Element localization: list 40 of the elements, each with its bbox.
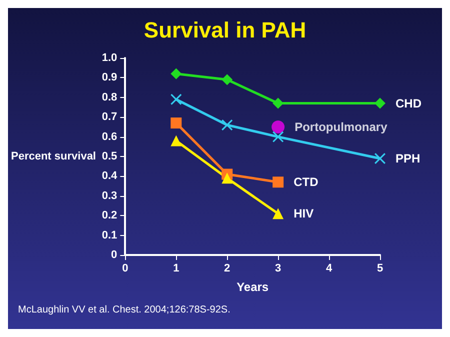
point: [272, 176, 284, 188]
y-tick-label: 0: [111, 249, 118, 261]
point: [374, 152, 386, 164]
point: [272, 120, 285, 134]
point: [170, 94, 182, 105]
y-tick-label: 1.0: [102, 52, 118, 64]
point: [222, 74, 233, 86]
point: [374, 98, 386, 109]
y-axis-title: Percent survival: [10, 150, 96, 162]
point: [170, 135, 182, 146]
y-tick-label: 0.5: [102, 150, 118, 162]
y-tick-label: 0.7: [102, 111, 118, 124]
y-tick-label: 0.3: [102, 190, 118, 202]
y-tick-label: 0.4: [102, 170, 118, 182]
y-tick-label: 0.8: [102, 91, 118, 104]
text: McLaughlin VV et al. Chest. 2004;126:78S-92S.: [18, 304, 230, 316]
series-label: Portopulmonary: [294, 120, 388, 134]
x-tick-label: 2: [224, 262, 230, 274]
y-tick-label: 0.1: [102, 229, 118, 242]
series-label: CHD: [396, 96, 422, 110]
x-tick-label: 4: [326, 262, 333, 274]
series-label: PPH: [396, 151, 420, 166]
point: [272, 131, 284, 142]
point: [170, 68, 182, 80]
y-tick-label: 0.2: [102, 210, 118, 222]
point: [272, 98, 284, 109]
chart-title: Survival in PAH: [144, 18, 306, 42]
y-tick-label: 0.6: [102, 130, 118, 143]
x-tick-label: 0: [122, 262, 128, 274]
series-label: CTD: [294, 175, 319, 190]
series-label: HIV: [294, 206, 314, 221]
x-tick-label: 5: [376, 262, 384, 274]
point: [272, 208, 284, 220]
point: [222, 172, 233, 184]
point: [170, 118, 182, 129]
x-axis-title: Years: [236, 280, 269, 294]
x-tick-label: 1: [173, 262, 180, 274]
y-tick-label: 0.9: [102, 72, 118, 84]
x-tick-label: 3: [275, 262, 282, 274]
point: [222, 119, 233, 130]
